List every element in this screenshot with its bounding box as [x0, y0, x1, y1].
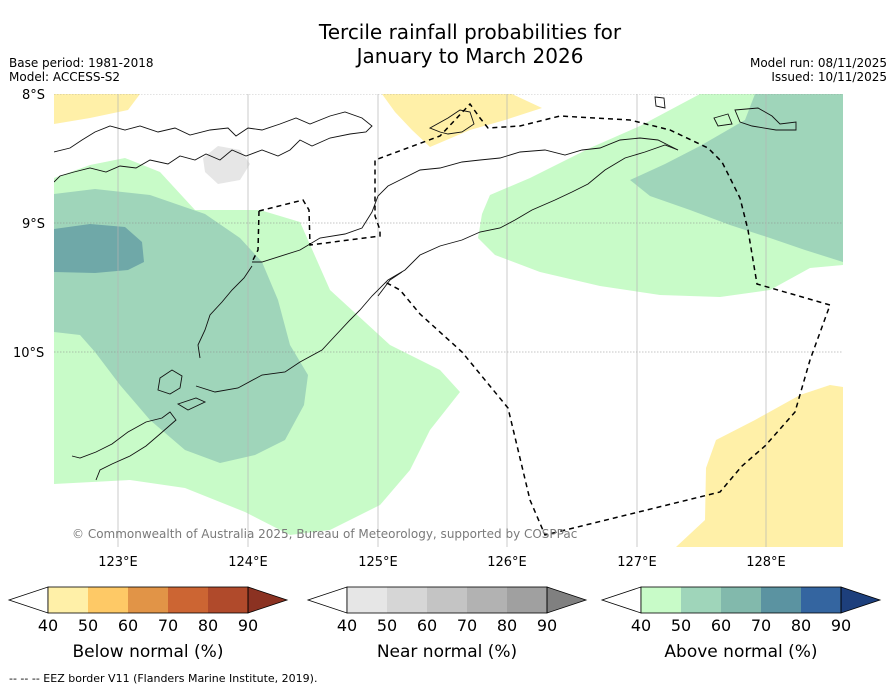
- below-normal-40-region-nw: [54, 94, 140, 124]
- near-normal-colorbar-segment: [467, 587, 507, 613]
- below-normal-colorbar-tick: 60: [118, 616, 138, 635]
- below-normal-colorbar-over-arrow: [247, 586, 289, 614]
- near-normal-colorbar-segment: [507, 587, 547, 613]
- above-normal-60-region: [54, 224, 144, 273]
- below-normal-colorbar-tick: 80: [198, 616, 218, 635]
- sumba-coastline: [71, 411, 177, 481]
- above-normal-colorbar-segment: [761, 587, 801, 613]
- near-normal-colorbar: 40 50 60 70 80 90 Near normal (%): [306, 586, 588, 662]
- lat-label-10s: 10°S: [13, 346, 44, 361]
- lon-label-128e: 128°E: [746, 555, 786, 570]
- title-line-2: January to March 2026: [356, 44, 584, 68]
- copyright-text: © Commonwealth of Australia 2025, Bureau…: [72, 527, 577, 541]
- longitude-lines: [117, 94, 767, 547]
- colorbars: 40 50 60 70 80 90 Below normal (%) 40 50 60 70 80 90…: [7, 586, 882, 662]
- near-normal-colorbar-tick: 80: [497, 616, 517, 635]
- near-normal-colorbar-outline: [346, 586, 548, 614]
- above-normal-colorbar-title: Above normal (%): [664, 642, 817, 662]
- above-normal-colorbar-under-arrow: [600, 586, 642, 614]
- below-normal-40-region-se: [676, 385, 843, 547]
- near-normal-colorbar-segment: [427, 587, 467, 613]
- gridlines: [54, 94, 843, 353]
- below-normal-colorbar-tick: 90: [238, 616, 258, 635]
- below-normal-40-region-n: [382, 94, 542, 147]
- below-normal-colorbar-segment: [128, 587, 168, 613]
- model-run: Model run: 08/11/2025: [749, 56, 887, 70]
- issued-date: Issued: 10/11/2025: [771, 70, 887, 84]
- above-normal-colorbar-tick: 80: [791, 616, 811, 635]
- above-normal-colorbar-segment: [801, 587, 841, 613]
- near-normal-colorbar-segment: [387, 587, 427, 613]
- meta-right: Model run: 08/11/2025 Issued: 10/11/2025: [750, 56, 887, 84]
- rote-sabu-coastline: [157, 369, 207, 411]
- below-normal-colorbar-segment: [48, 587, 88, 613]
- model-name: Model: ACCESS-S2: [9, 70, 121, 84]
- lon-label-124e: 124°E: [228, 555, 268, 570]
- below-normal-colorbar-segment: [208, 587, 248, 613]
- lon-label-123e: 123°E: [98, 555, 138, 570]
- above-normal-colorbar-segment: [721, 587, 761, 613]
- above-normal-colorbar-tick: 50: [671, 616, 691, 635]
- timor-south-coast: [195, 144, 679, 393]
- below-normal-colorbar-tick: 50: [78, 616, 98, 635]
- near-normal-colorbar-title: Near normal (%): [377, 642, 517, 662]
- above-normal-50-region-east: [630, 94, 843, 262]
- islands-ne: [654, 96, 797, 131]
- below-normal-colorbar: 40 50 60 70 80 90 Below normal (%): [7, 586, 289, 662]
- title-line-1: Tercile rainfall probabilities for: [318, 20, 622, 44]
- lon-label-125e: 125°E: [358, 555, 398, 570]
- coastlines: [54, 96, 797, 481]
- near-normal-colorbar-under-arrow: [306, 586, 348, 614]
- lat-label-8s: 8°S: [22, 88, 45, 103]
- eez-footnote: -- -- -- EEZ border V11 (Flanders Marine…: [9, 672, 318, 685]
- above-normal-colorbar-tick: 90: [831, 616, 851, 635]
- chart-title: Tercile rainfall probabilities for Janua…: [0, 20, 896, 68]
- below-normal-colorbar-title: Below normal (%): [73, 642, 224, 662]
- near-normal-colorbar-tick: 70: [457, 616, 477, 635]
- flores-coastline: [54, 111, 373, 183]
- wetar-coastline: [428, 109, 475, 135]
- lon-label-126e: 126°E: [487, 555, 527, 570]
- alor-coastline: [377, 271, 403, 297]
- above-normal-colorbar-tick: 70: [751, 616, 771, 635]
- above-normal-colorbar-tick: 60: [711, 616, 731, 635]
- above-normal-colorbar-segment: [641, 587, 681, 613]
- above-normal-colorbar-segment: [681, 587, 721, 613]
- below-normal-colorbar-segment: [88, 587, 128, 613]
- above-normal-colorbar-over-arrow: [840, 586, 882, 614]
- near-normal-colorbar-tick: 90: [537, 616, 557, 635]
- above-normal-colorbar-outline: [640, 586, 842, 614]
- near-normal-colorbar-tick: 40: [337, 616, 357, 635]
- below-normal-colorbar-segment: [168, 587, 208, 613]
- below-normal-colorbar-tick: 40: [38, 616, 58, 635]
- lon-label-127e: 127°E: [617, 555, 657, 570]
- near-normal-colorbar-tick: 60: [417, 616, 437, 635]
- meta-left: Base period: 1981-2018 Model: ACCESS-S2: [9, 56, 154, 84]
- near-normal-colorbar-over-arrow: [546, 586, 588, 614]
- base-period: Base period: 1981-2018: [9, 56, 154, 70]
- near-normal-40-region: [203, 146, 250, 184]
- above-normal-colorbar: 40 50 60 70 80 90 Above normal (%): [600, 586, 882, 662]
- eez-border: [251, 102, 831, 536]
- near-normal-colorbar-segment: [347, 587, 387, 613]
- below-normal-colorbar-under-arrow: [7, 586, 49, 614]
- map-area: © Commonwealth of Australia 2025, Bureau…: [54, 94, 843, 547]
- below-normal-colorbar-tick: 70: [158, 616, 178, 635]
- above-normal-colorbar-tick: 40: [631, 616, 651, 635]
- lat-label-9s: 9°S: [22, 217, 45, 232]
- below-normal-colorbar-outline: [47, 586, 249, 614]
- timor-north-coast: [252, 137, 679, 263]
- near-normal-colorbar-tick: 50: [377, 616, 397, 635]
